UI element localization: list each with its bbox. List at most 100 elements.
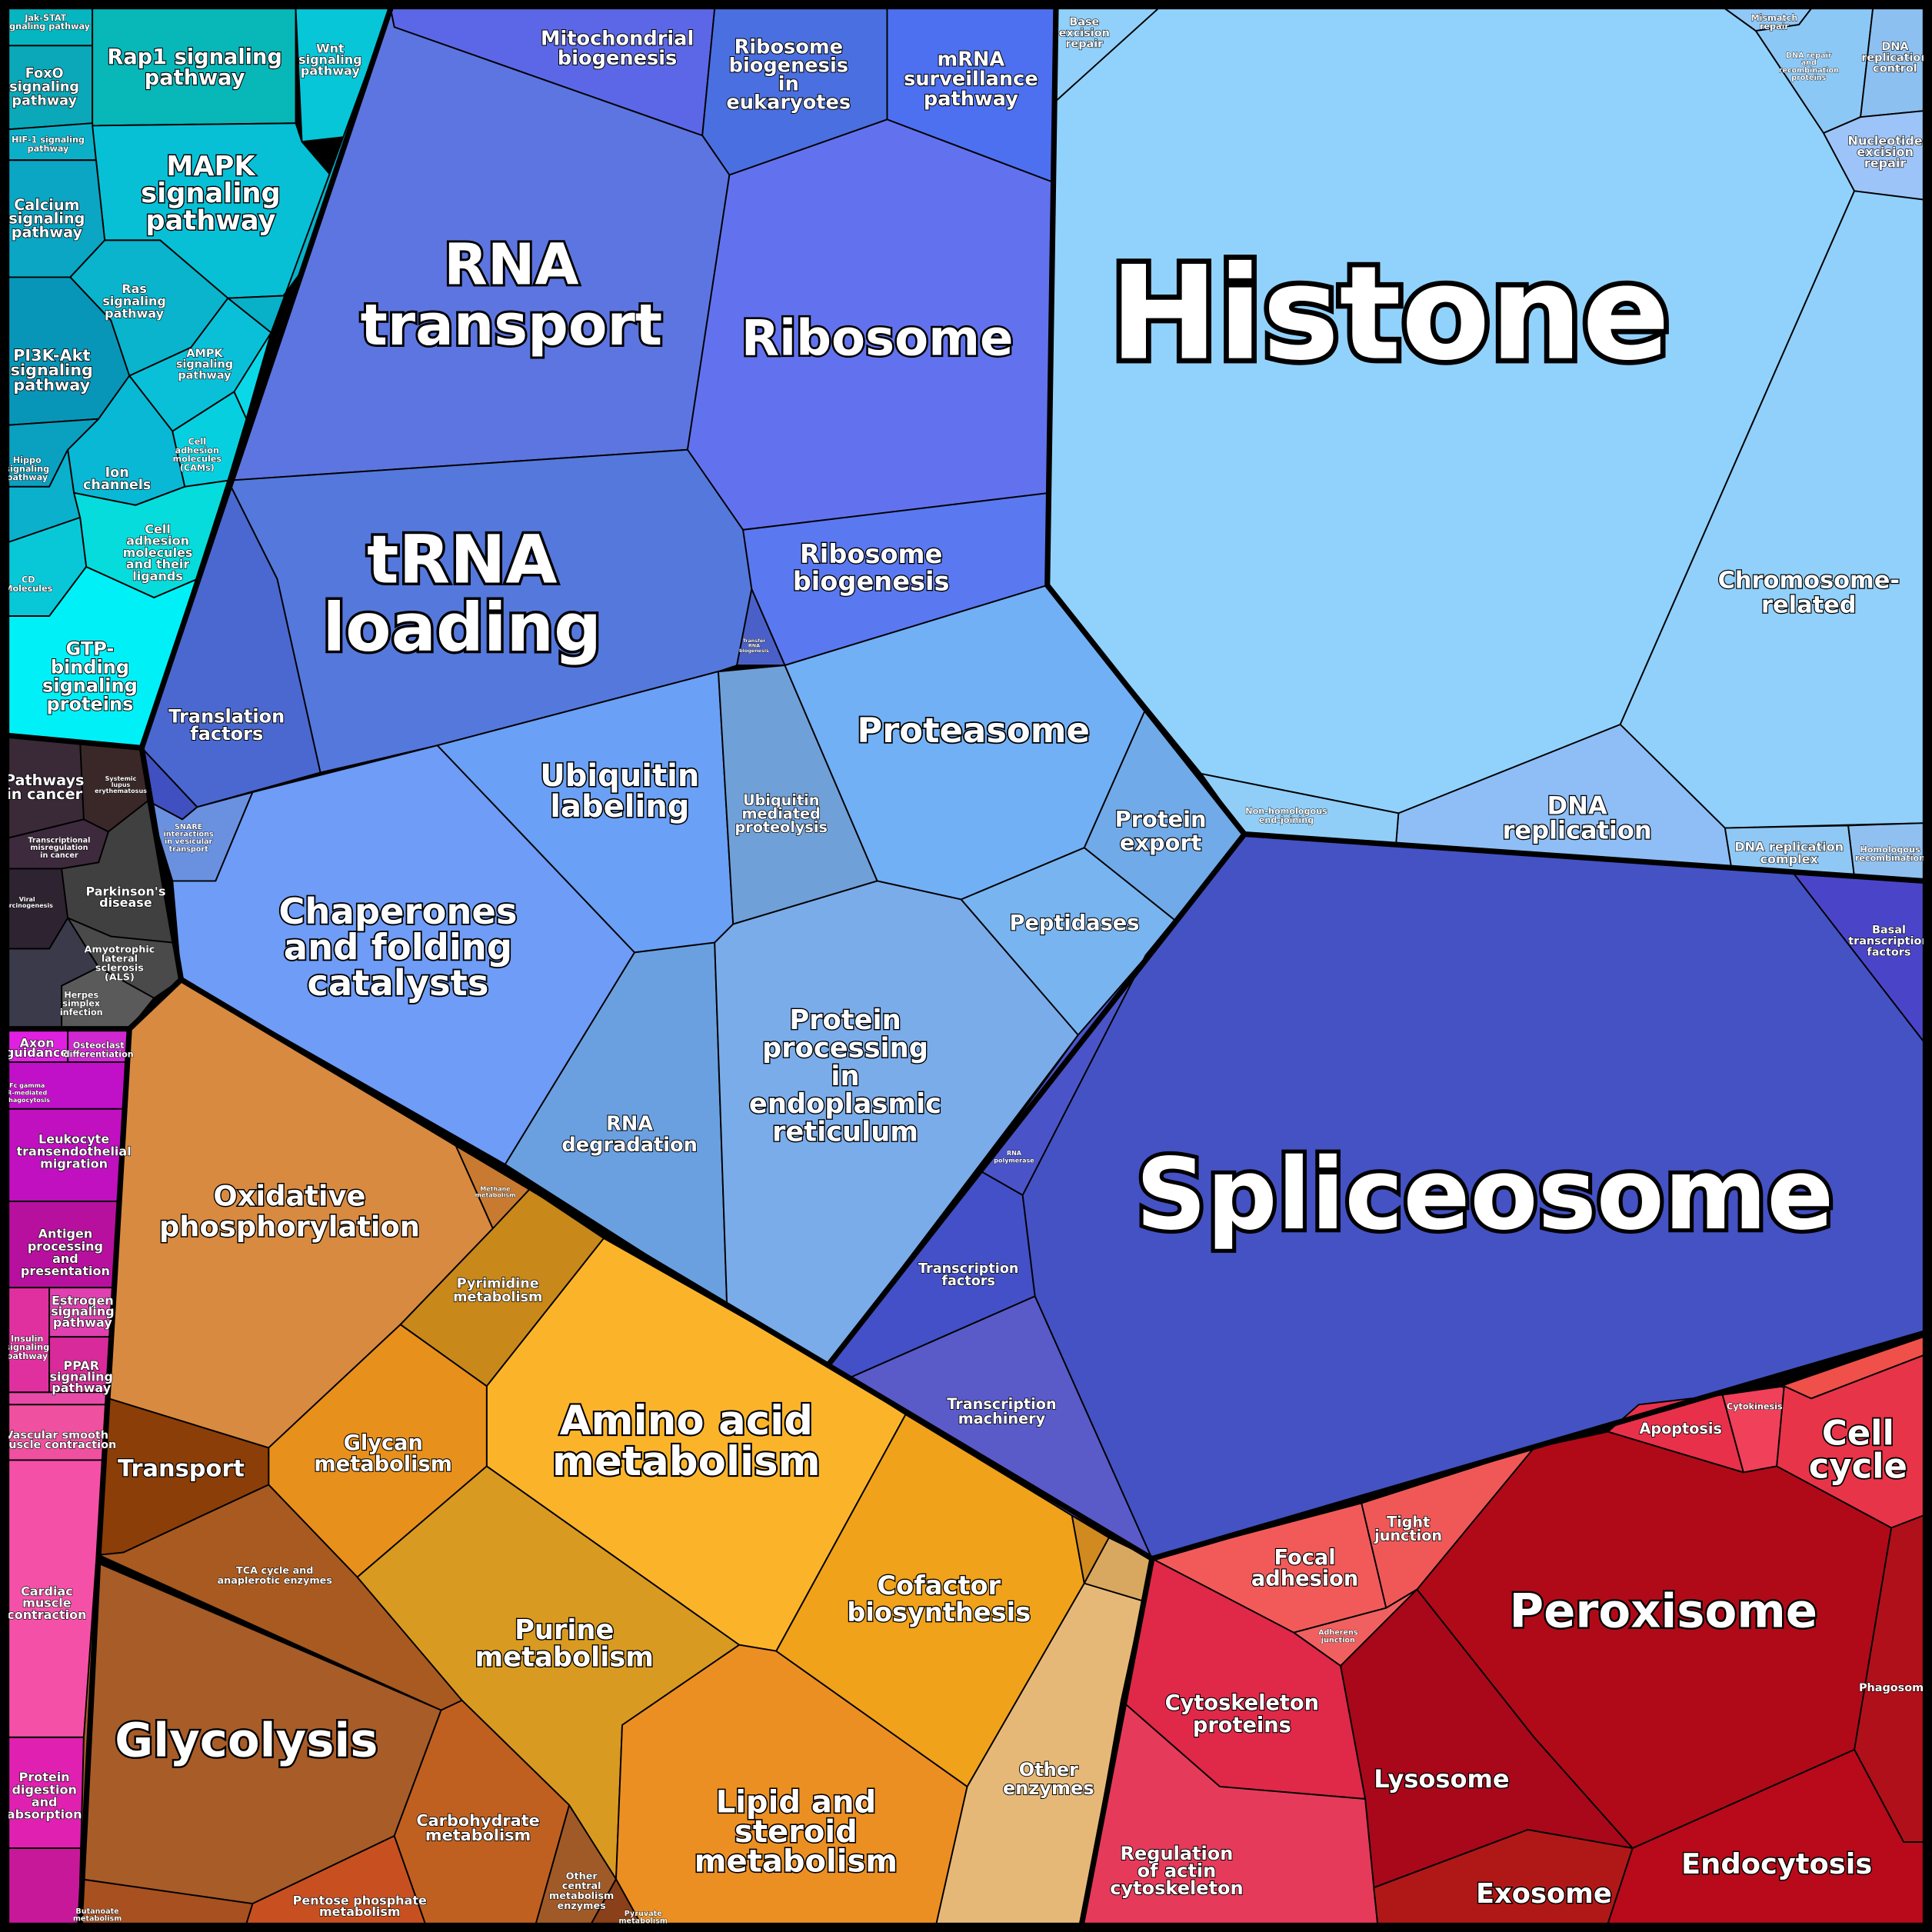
cell-label: Amino acid [560, 1397, 813, 1444]
cell-label: Oxidative [213, 1180, 365, 1213]
cell-label: steroid [734, 1814, 858, 1850]
cell-label: Adherens [1318, 1629, 1358, 1637]
cell-label: and [1801, 59, 1817, 68]
cell-label: PPAR [63, 1358, 99, 1373]
cell-label: Chromosome- [1718, 568, 1900, 595]
cell-label: repair [1864, 156, 1907, 171]
cell-label: proteins [46, 693, 133, 715]
cell-label: Systemic [105, 775, 137, 782]
cell-label: (ALS) [105, 972, 135, 984]
cell-label: Proteasome [857, 710, 1090, 751]
cell-label: pathway [6, 1351, 48, 1361]
cell-label: enzymes [558, 1900, 607, 1912]
cell-label: GTP- [66, 638, 115, 659]
cell-label: Amyotrophic [84, 944, 155, 956]
cell-label: guidance [5, 1045, 69, 1060]
cell-label: Hippo [13, 455, 42, 465]
cell-label: processing [762, 1032, 928, 1064]
cell-label: Spliceosome [1136, 1138, 1834, 1252]
cell-label: signaling [11, 361, 93, 379]
cell-label: Nucleotide [1848, 134, 1923, 148]
cell-label: ligands [132, 568, 183, 583]
cell-label: metabolism [552, 1438, 821, 1485]
cell-label: pathway [12, 93, 77, 108]
cell-label: Ribosome [800, 539, 943, 569]
cell-label: cycle [1809, 1446, 1907, 1487]
cell-label: Pentose phosphate [293, 1893, 427, 1907]
cell-label: signaling [298, 52, 362, 67]
cell-label: Pyruvate [625, 1910, 662, 1918]
cell-label: Other [566, 1870, 598, 1882]
cell-label: factors [190, 723, 263, 744]
cell-label: Parkinson's [85, 884, 165, 898]
cell-label: biogenesis [739, 648, 769, 654]
cell-label: Mismatch [1751, 13, 1798, 23]
cell-label: export [1120, 829, 1202, 855]
cell-label: HIF-1 signaling [12, 135, 85, 145]
cell-label: Rap1 signaling [107, 45, 282, 69]
cell-label: DNA replication [1734, 840, 1844, 854]
cell-label: metabolism [319, 1904, 401, 1919]
cell [8, 1847, 82, 1924]
cell-label: reticulum [772, 1117, 918, 1148]
cell-label: pathway [28, 144, 69, 154]
cell-label: adhesion [175, 445, 219, 455]
cell-label: Non-homologous [1245, 807, 1327, 817]
cell-label: and their [126, 557, 190, 571]
cell-label: infection [60, 1008, 103, 1018]
cell-label: DNA [1881, 41, 1909, 53]
cell-label: signaling [8, 210, 85, 228]
cell-label: Calcium [14, 196, 79, 214]
cell-label: pathway [178, 370, 232, 382]
cell-label: DNA [1547, 791, 1607, 820]
cell [172, 391, 248, 488]
cell-label: pathway [52, 1381, 111, 1395]
cell-label: Insulin [11, 1334, 43, 1344]
cell-label: SNARE [175, 823, 202, 831]
cell-label: signaling [5, 1343, 49, 1353]
cell-label: pathway [13, 375, 90, 394]
cell-label: junction [1374, 1527, 1442, 1544]
cell-label: adhesion [1251, 1567, 1358, 1591]
cell-label: pathway [145, 205, 275, 236]
cell-label: signaling [141, 178, 281, 209]
cell-label: Regulation [1121, 1843, 1234, 1864]
group-border [824, 831, 1247, 1368]
cell-label: Leukocyte [38, 1131, 109, 1146]
cell-label: degradation [561, 1134, 698, 1157]
cell-label: polymerase [994, 1158, 1034, 1164]
cell-label: cytoskeleton [1110, 1877, 1243, 1899]
cell-label: disease [99, 895, 152, 910]
cell-label: and [52, 1251, 78, 1266]
cell-label: Cytokinesis [1727, 1402, 1783, 1412]
cell-label: presentation [21, 1264, 110, 1278]
cell-label: metabolism [453, 1290, 542, 1305]
cell-label: Peptidases [1010, 911, 1140, 935]
cell-label: Cytoskeleton [1165, 1691, 1319, 1715]
cell-label: Cell [145, 521, 171, 536]
cell-label: Lysosome [1374, 1764, 1509, 1794]
cell-label: Mitochondrial [541, 27, 694, 50]
cell-label: muscle [22, 1596, 72, 1611]
cell-label: repair [1065, 38, 1104, 51]
cell-label: Estrogen [52, 1293, 114, 1307]
cell-label: Pyrimidine [457, 1276, 539, 1291]
cells [8, 8, 1924, 1924]
cell-label: simplex [62, 999, 101, 1009]
cell-label: eukaryotes [726, 92, 851, 115]
cell-label: (CAMs) [180, 463, 215, 473]
cell-label: digestion [12, 1782, 76, 1797]
cell-label: Transfer [743, 638, 767, 644]
cell-label: Vascular smooth [5, 1429, 108, 1441]
group-border [1149, 1330, 1927, 1562]
cell-label: metabolism [549, 1890, 614, 1902]
cell-label: sclerosis [95, 963, 144, 974]
cell-label: Cell [188, 437, 207, 447]
cell-label: Ribosome [734, 35, 843, 58]
cell-label: catalysts [307, 962, 488, 1004]
cell-label: Butanoate [75, 1907, 119, 1916]
cell-label: surveillance [904, 68, 1038, 91]
cell-label: proteins [1791, 74, 1826, 82]
cell-label: processing [28, 1239, 103, 1254]
